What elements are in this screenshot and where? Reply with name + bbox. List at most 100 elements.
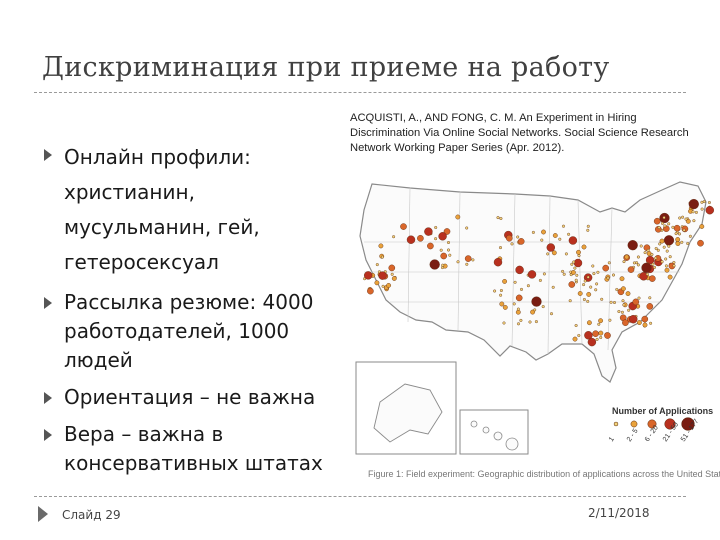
application-point <box>574 323 578 327</box>
application-point <box>654 256 658 260</box>
application-point <box>499 217 503 221</box>
application-point <box>465 226 469 230</box>
application-point <box>392 235 396 239</box>
application-point <box>600 297 604 301</box>
application-point <box>613 300 617 304</box>
application-point <box>583 279 587 283</box>
application-point <box>684 217 688 221</box>
application-point <box>551 250 557 256</box>
application-point <box>664 257 668 261</box>
application-point <box>643 251 647 255</box>
application-point <box>577 291 583 296</box>
application-point <box>675 237 681 242</box>
application-point <box>636 320 642 326</box>
application-point <box>581 244 587 250</box>
application-point <box>589 285 593 289</box>
application-point <box>663 224 667 228</box>
application-point <box>448 253 452 257</box>
legend-marker <box>664 418 676 430</box>
application-point <box>637 296 641 300</box>
application-point <box>434 226 438 230</box>
application-point <box>570 262 574 266</box>
application-point <box>688 234 692 238</box>
slide-date: 2/11/2018 <box>588 506 650 520</box>
application-point <box>649 321 653 325</box>
application-point <box>493 257 503 267</box>
application-point <box>546 243 556 252</box>
application-point <box>632 298 640 306</box>
legend-label: 6 - 20 <box>644 424 660 443</box>
application-point <box>567 232 571 236</box>
slide-arrow-icon <box>38 506 48 522</box>
application-point <box>622 319 629 326</box>
application-point <box>673 224 681 232</box>
bullet-text: Ориентация – не важна <box>64 385 316 409</box>
application-point <box>699 224 705 229</box>
application-point <box>502 321 506 325</box>
application-point <box>541 305 545 309</box>
legend-title: Number of Applications <box>612 406 714 416</box>
application-point <box>656 248 660 252</box>
application-point <box>686 241 690 245</box>
application-point <box>591 264 595 268</box>
application-point <box>538 278 542 282</box>
application-point <box>455 214 461 220</box>
bullet-text: Рассылка резюме: 4000 работодателей, 100… <box>64 290 314 372</box>
application-point <box>515 309 521 315</box>
application-point <box>441 263 445 267</box>
application-point <box>685 218 691 224</box>
application-point <box>599 335 603 339</box>
application-point <box>607 261 611 265</box>
bullet-arrow-icon <box>44 297 52 309</box>
alaska-outline <box>373 383 443 443</box>
application-point <box>691 210 695 214</box>
bullet-list: Онлайн профили: христианин, мусульманин,… <box>44 140 344 486</box>
application-point <box>681 215 685 219</box>
application-point <box>586 224 590 228</box>
application-point <box>505 234 513 242</box>
application-point <box>542 272 546 276</box>
application-point <box>658 242 662 246</box>
application-point <box>446 240 450 244</box>
application-point <box>429 259 440 270</box>
application-point <box>582 283 586 287</box>
citation-text: ACQUISTI, A., AND FONG, C. M. An Experim… <box>350 112 689 154</box>
application-point <box>534 320 538 324</box>
application-point <box>596 270 600 274</box>
application-point <box>516 307 520 311</box>
application-point <box>586 292 592 297</box>
application-point <box>546 252 550 256</box>
bullet-item: Ориентация – не важна <box>44 383 344 412</box>
application-point <box>653 217 661 225</box>
application-point <box>622 260 626 264</box>
legend-marker <box>630 420 638 428</box>
application-point <box>688 198 699 210</box>
application-point <box>561 269 565 273</box>
application-point <box>424 227 433 236</box>
application-point <box>659 238 665 244</box>
application-point <box>678 232 682 236</box>
application-point <box>378 243 384 249</box>
application-point <box>512 302 516 306</box>
application-point <box>697 239 704 247</box>
application-point <box>651 262 655 266</box>
application-point <box>390 272 394 276</box>
application-point <box>573 266 577 270</box>
application-point <box>672 264 676 268</box>
application-point <box>641 262 652 273</box>
application-point <box>464 255 472 262</box>
hawaii-islands <box>470 420 519 451</box>
application-point <box>381 284 385 288</box>
application-point <box>667 244 671 248</box>
application-point <box>499 293 503 297</box>
application-point <box>443 228 451 235</box>
bullet-item: Рассылка резюме: 4000 работодателей, 100… <box>44 288 344 375</box>
application-point <box>499 288 503 292</box>
application-point <box>572 260 576 264</box>
application-point <box>574 278 578 282</box>
application-point <box>620 286 626 292</box>
application-point <box>648 275 656 282</box>
footer-divider <box>34 496 686 497</box>
application-point <box>549 312 553 316</box>
application-point <box>624 254 630 260</box>
